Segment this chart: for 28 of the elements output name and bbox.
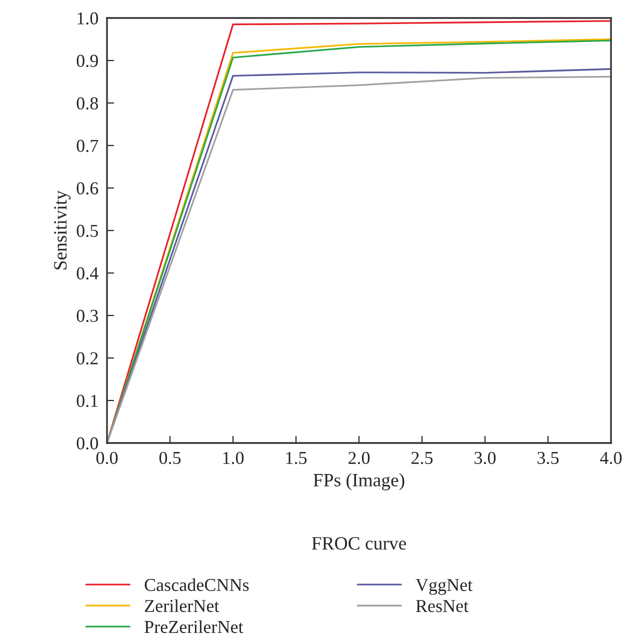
y-tick-label: 0.3 bbox=[76, 310, 98, 322]
y-tick-label: 1.0 bbox=[78, 12, 98, 25]
text: FROC curve bbox=[312, 537, 406, 550]
legend-label: PreZerilerNet bbox=[144, 620, 244, 634]
y-axis-title: Sensitivity bbox=[54, 190, 71, 270]
y-tick-label: 0.5 bbox=[76, 224, 98, 238]
x-tick-label: 3.0 bbox=[474, 452, 496, 464]
legend-label: ResNet bbox=[416, 600, 468, 612]
x-tick-label: 2.5 bbox=[412, 452, 433, 464]
x-axis-title: FPs (Image) bbox=[313, 473, 404, 490]
y-tick-label: 0.7 bbox=[76, 140, 98, 152]
x-tick-label: 1.0 bbox=[223, 452, 244, 464]
x-tick-label: 2.0 bbox=[348, 452, 370, 464]
y-tick-label: 0.0 bbox=[76, 437, 98, 450]
y-tick-label: 0.1 bbox=[76, 394, 98, 408]
y-tick-label: 0.2 bbox=[76, 352, 98, 365]
legend-label: CascadeCNNs bbox=[144, 578, 249, 592]
x-tick-label: 1.5 bbox=[286, 452, 307, 464]
legend-label: ZerilerNet bbox=[144, 599, 220, 612]
y-tick-label: 0.6 bbox=[76, 182, 98, 195]
x-tick-label: 0.0 bbox=[96, 452, 118, 464]
x-tick-label: 3.5 bbox=[538, 452, 559, 464]
legend-label: VggNet bbox=[416, 579, 473, 595]
y-tick-label: 0.4 bbox=[76, 267, 98, 280]
y-tick-label: 0.9 bbox=[76, 54, 98, 68]
x-tick-label: 4.0 bbox=[600, 452, 622, 464]
y-tick-label: 0.8 bbox=[76, 97, 98, 110]
x-tick-label: 0.5 bbox=[159, 452, 181, 464]
